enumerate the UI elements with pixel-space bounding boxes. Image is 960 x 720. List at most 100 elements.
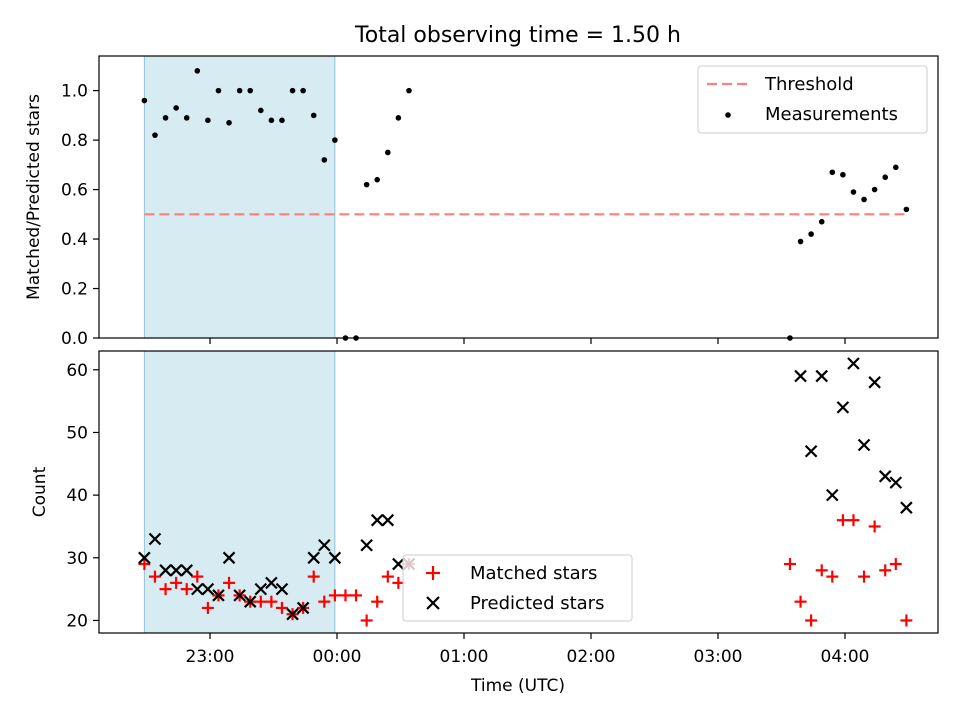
matched-star-marker — [328, 589, 341, 602]
legend-matched-swatch — [426, 566, 440, 580]
x-tick-label: 04:00 — [821, 647, 870, 667]
matched-star-marker — [180, 583, 193, 596]
bottom-plot-frame — [98, 350, 939, 634]
y-tick-label: 1.0 — [61, 82, 88, 102]
measurement-point — [162, 115, 169, 121]
matched-star-marker — [360, 614, 373, 627]
predicted-star-marker — [212, 589, 225, 602]
measurement-point — [321, 157, 328, 163]
predicted-star-marker — [804, 444, 818, 458]
y-tick-label: 60 — [66, 361, 88, 381]
predicted-star-marker — [857, 438, 871, 452]
bottom-y-ticks: 20 30 40 50 60 — [66, 361, 99, 631]
measurement-point — [385, 149, 391, 156]
chart-title: Total observing time = 1.50 h — [354, 23, 681, 48]
predicted-star-marker — [328, 551, 342, 565]
bottom-y-axis-label: Count — [30, 466, 50, 517]
measurement-point — [215, 87, 222, 94]
matched-star-marker — [381, 570, 394, 583]
predicted-star-marker — [815, 369, 828, 383]
bottom-legend-box — [402, 554, 633, 622]
predicted-star-marker — [307, 551, 320, 565]
y-tick-label: 30 — [66, 549, 88, 569]
predicted-star-marker — [381, 513, 395, 527]
matched-star-marker — [275, 601, 288, 614]
predicted-star-marker — [847, 357, 860, 370]
x-tick-label: 03:00 — [694, 647, 743, 667]
measurement-point — [183, 115, 190, 121]
measurement-point — [861, 196, 867, 203]
predicted-star-marker — [265, 576, 278, 590]
measurement-point — [141, 97, 148, 104]
legend-measurement-swatch — [725, 112, 731, 118]
matched-star-marker — [318, 595, 331, 608]
predicted-star-marker — [169, 564, 183, 577]
predicted-star-marker — [159, 564, 172, 577]
predicted-star-marker — [233, 589, 246, 602]
measurement-point — [289, 87, 296, 94]
matched-star-marker — [836, 514, 849, 527]
legend-predicted-label: Predicted stars — [470, 593, 604, 614]
measurement-point — [840, 171, 846, 178]
x-tick-label: 23:00 — [186, 647, 235, 667]
matched-star-marker — [815, 564, 828, 577]
predicted-star-marker — [254, 582, 268, 596]
matched-star-marker — [371, 595, 384, 608]
legend-threshold-label: Threshold — [764, 74, 854, 95]
predicted-star-marker — [296, 601, 310, 615]
measurement-point — [247, 87, 254, 94]
top-shaded-span — [143, 55, 336, 339]
measurement-point — [300, 87, 306, 94]
x-tick-label: 02:00 — [567, 647, 616, 667]
measurement-point — [893, 164, 899, 171]
measurement-point — [194, 68, 201, 74]
matched-star-marker — [201, 601, 214, 614]
measurement-point — [871, 186, 878, 193]
legend-matched-label: Matched stars — [470, 563, 597, 584]
matched-star-marker — [794, 595, 807, 608]
predicted-star-marker — [201, 582, 215, 596]
measurement-point — [829, 169, 836, 176]
matched-star-marker — [900, 614, 913, 627]
predicted-star-marker — [222, 551, 236, 565]
top-legend: Threshold Measurements — [697, 65, 928, 134]
matched-star-marker — [254, 595, 267, 608]
matched-star-marker — [889, 558, 902, 571]
x-axis-label: Time (UTC) — [470, 676, 565, 696]
matched-star-marker — [159, 583, 172, 596]
predicted-star-marker — [360, 538, 373, 552]
matched-star-marker — [339, 589, 352, 602]
y-tick-label: 0.8 — [61, 131, 88, 151]
measurement-point — [818, 218, 825, 225]
predicted-star-marker — [826, 488, 839, 502]
measurement-point — [808, 231, 814, 237]
measurement-point — [279, 117, 285, 124]
matched-star-marker — [805, 614, 818, 627]
measurement-point — [152, 132, 158, 138]
matched-star-marker — [392, 576, 405, 589]
matched-star-marker — [223, 576, 236, 589]
matched-star-marker — [191, 570, 204, 583]
predicted-star-marker — [243, 595, 257, 608]
predicted-star-marker — [392, 557, 405, 571]
top-y-axis-label: Matched/Predicted stars — [24, 94, 44, 300]
matched-star-marker — [138, 558, 151, 571]
y-tick-label: 0.2 — [61, 280, 88, 300]
top-panel: 0.0 0.2 0.4 0.6 0.8 1.0 Matched/Predicted sta… — [24, 55, 939, 349]
bottom-x-ticks: 23:00 00:00 01:00 02:00 03:00 04:00 — [186, 633, 870, 667]
legend-predicted-swatch — [426, 596, 440, 610]
predicted-star-marker — [138, 551, 151, 565]
predicted-star-marker — [900, 501, 913, 514]
measurement-point — [173, 105, 179, 111]
predicted-star-marker — [836, 401, 850, 414]
top-x-ticks — [209, 338, 846, 344]
matched-star-marker — [148, 570, 161, 583]
matched-star-marker — [265, 595, 278, 608]
measurement-point — [268, 117, 275, 124]
measurement-point — [310, 112, 317, 119]
matched-star-marker — [783, 558, 796, 571]
x-tick-label: 00:00 — [313, 647, 362, 667]
matched-star-marker — [307, 570, 320, 583]
legend-measurements-label: Measurements — [765, 104, 898, 125]
